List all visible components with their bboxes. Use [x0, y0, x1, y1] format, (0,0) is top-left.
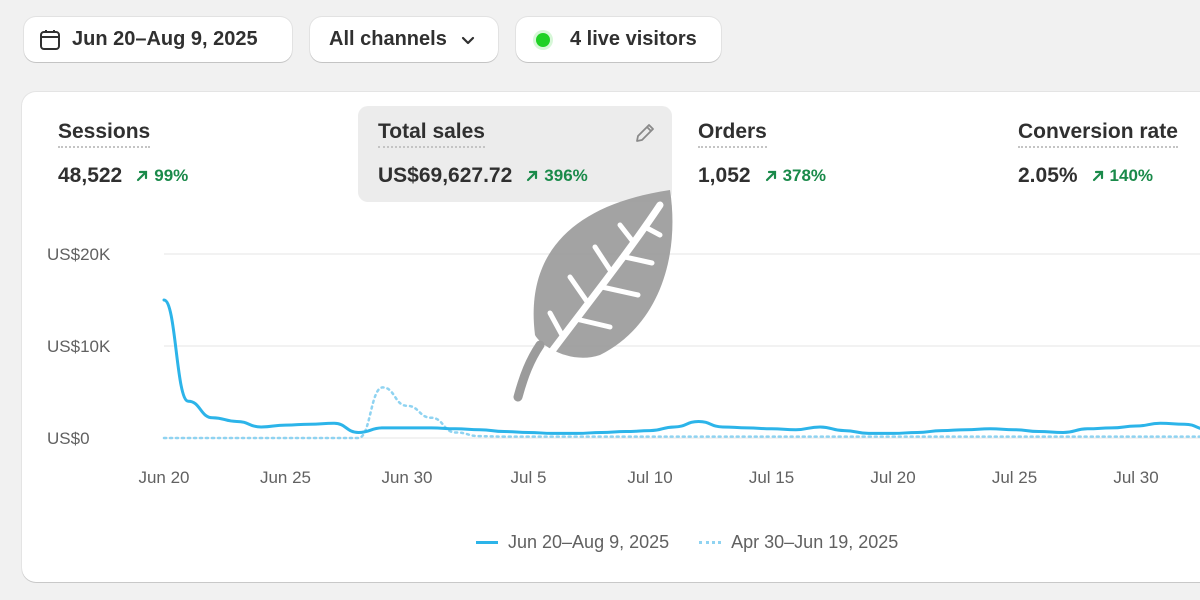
legend-item-current[interactable]: Jun 20–Aug 9, 2025	[476, 532, 669, 553]
metric-conversion-rate[interactable]: Conversion rate 2.05% 140%	[998, 106, 1200, 202]
live-status-dot-icon	[536, 32, 550, 47]
date-range-picker[interactable]: Jun 20–Aug 9, 2025	[24, 17, 292, 62]
y-tick-label: US$20K	[47, 245, 111, 264]
series-line-current	[162, 298, 1200, 435]
metric-value: 48,522	[58, 164, 123, 187]
x-tick-label: Jul 10	[627, 468, 672, 487]
arrow-up-right-icon	[1092, 170, 1104, 182]
metric-value: US$69,627.72	[378, 164, 513, 187]
metric-change-value: 396%	[544, 166, 588, 185]
live-visitors-label: 4 live visitors	[570, 28, 697, 50]
chevron-down-icon	[459, 31, 477, 49]
sales-line-chart: US$20K US$10K US$0 Jun 20 Jun 25 Jun 30 Jul 5 J…	[47, 245, 1200, 487]
metric-change: 140%	[1092, 166, 1153, 186]
date-range-label: Jun 20–Aug 9, 2025	[72, 28, 258, 50]
arrow-up-right-icon	[526, 170, 538, 182]
live-visitors-button[interactable]: 4 live visitors	[516, 17, 721, 62]
metric-change: 396%	[526, 166, 588, 186]
legend-item-previous[interactable]: Apr 30–Jun 19, 2025	[699, 532, 898, 553]
x-tick-label: Jun 20	[138, 468, 189, 487]
metric-change-value: 378%	[782, 166, 827, 185]
legend-dotted-swatch-icon	[699, 541, 722, 544]
legend-solid-swatch-icon	[476, 541, 498, 544]
metric-change: 378%	[765, 166, 826, 186]
metric-value: 2.05%	[1018, 164, 1078, 187]
metric-label: Conversion rate	[1018, 120, 1178, 148]
x-tick-label: Jul 30	[1113, 468, 1158, 487]
y-tick-label: US$0	[47, 429, 90, 448]
arrow-up-right-icon	[136, 170, 148, 182]
x-tick-label: Jul 25	[992, 468, 1037, 487]
x-tick-label: Jun 30	[381, 468, 432, 487]
metric-sessions[interactable]: Sessions 48,522 99%	[38, 106, 338, 202]
leaf-watermark-icon	[510, 185, 680, 410]
y-tick-label: US$10K	[47, 337, 111, 356]
metric-total-sales[interactable]: Total sales US$69,627.72 396%	[358, 106, 672, 202]
metric-change-value: 99%	[154, 166, 189, 185]
metric-label: Orders	[698, 120, 767, 148]
x-tick-label: Jun 25	[260, 468, 311, 487]
x-tick-label: Jul 15	[749, 468, 794, 487]
metric-value: 1,052	[698, 164, 751, 187]
channels-label: All channels	[329, 28, 447, 50]
metric-change-value: 140%	[1109, 166, 1154, 185]
metric-change: 99%	[136, 166, 188, 186]
metric-label: Total sales	[378, 120, 485, 148]
metric-orders[interactable]: Orders 1,052 378%	[678, 106, 978, 202]
x-tick-label: Jul 20	[870, 468, 915, 487]
x-tick-label: Jul 5	[511, 468, 547, 487]
calendar-icon	[38, 28, 62, 52]
legend-label-current: Jun 20–Aug 9, 2025	[508, 532, 670, 552]
chart-legend: Jun 20–Aug 9, 2025 Apr 30–Jun 19, 2025	[476, 532, 928, 553]
metric-label: Sessions	[58, 120, 151, 148]
legend-label-previous: Apr 30–Jun 19, 2025	[731, 532, 899, 552]
channels-dropdown[interactable]: All channels	[310, 17, 498, 62]
arrow-up-right-icon	[765, 170, 777, 182]
pencil-icon[interactable]	[634, 122, 656, 149]
series-line-previous	[162, 386, 1200, 440]
